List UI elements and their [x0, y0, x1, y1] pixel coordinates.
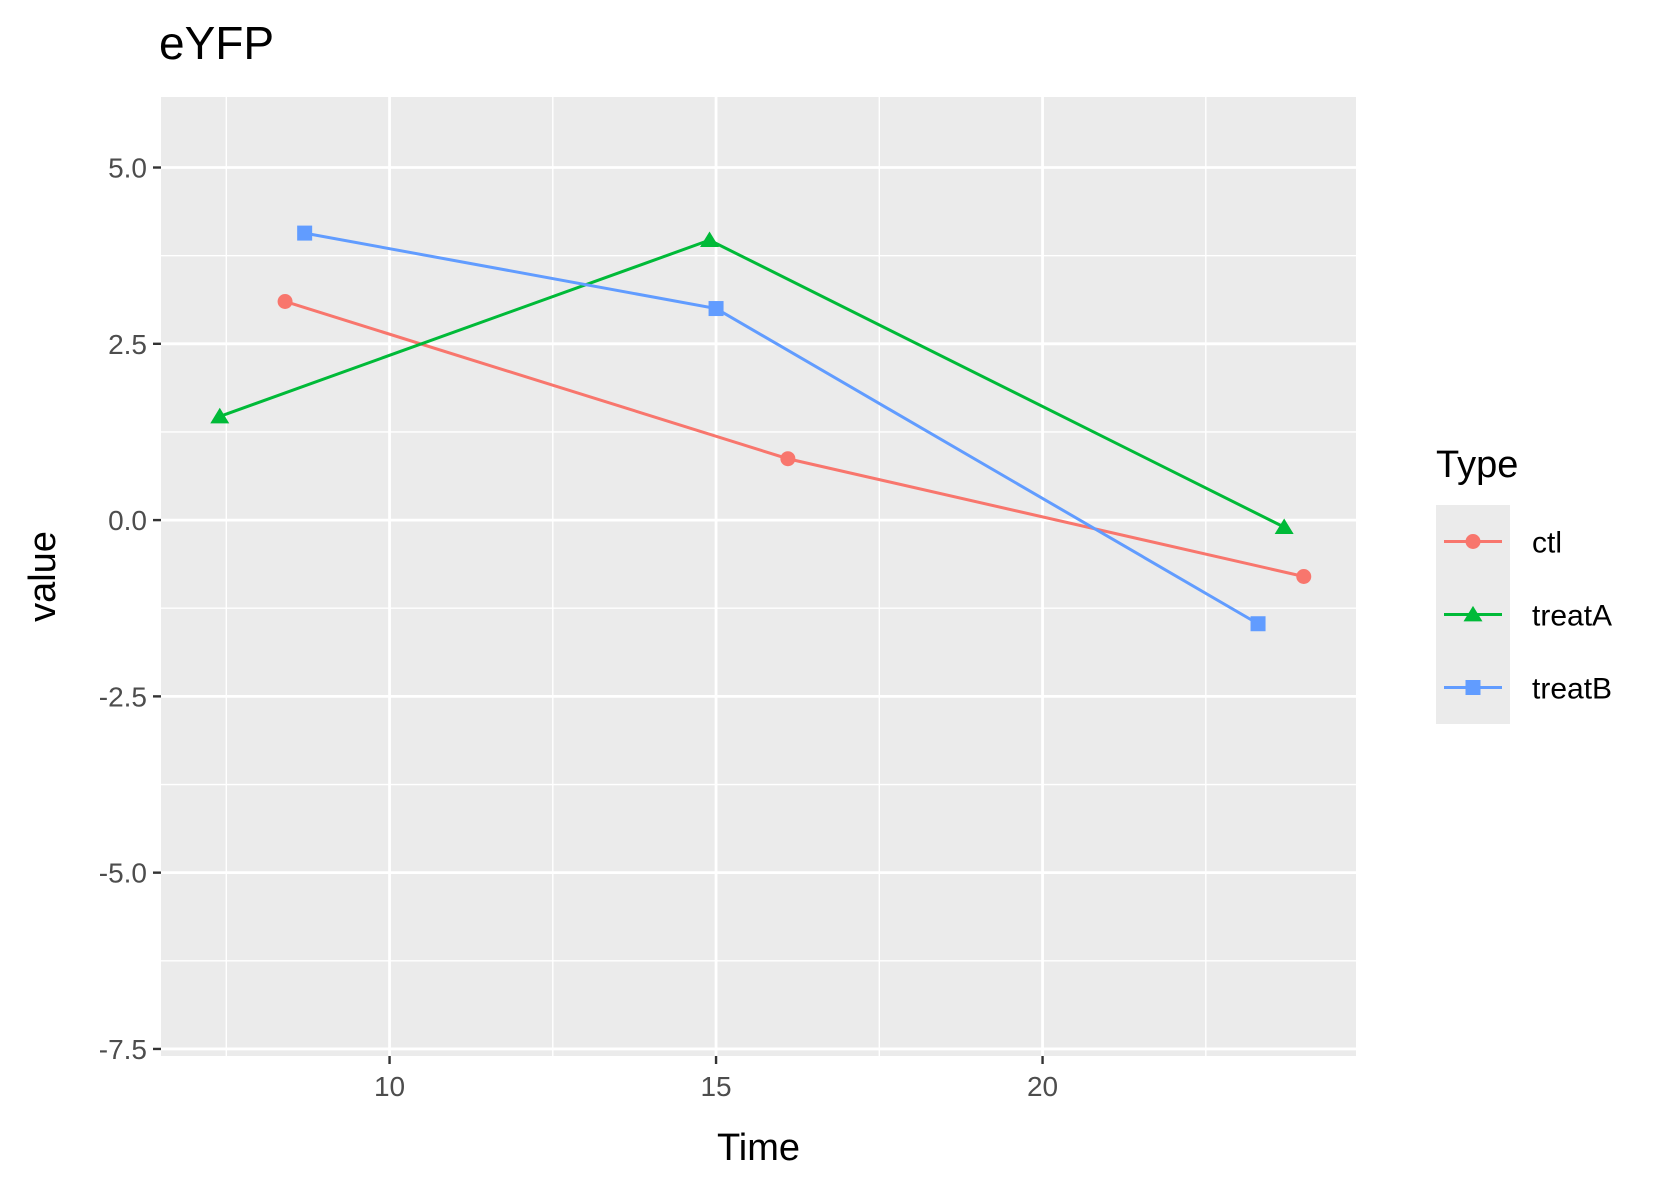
legend-key-marker-ctl	[1465, 534, 1481, 549]
y-tick-label: 2.5	[108, 329, 147, 360]
x-tick-label: 10	[374, 1071, 405, 1102]
data-point-treatA	[210, 407, 230, 424]
legend-label-ctl: ctl	[1532, 527, 1562, 560]
data-point-treatA	[700, 231, 720, 248]
y-axis-label: value	[22, 531, 64, 622]
data-point-ctl	[780, 451, 796, 467]
legend-title: Type	[1436, 444, 1518, 486]
x-tick-label: 20	[1027, 1071, 1058, 1102]
chart-title: eYFP	[159, 17, 275, 69]
data-point-treatB	[708, 301, 724, 317]
data-point-ctl	[277, 293, 293, 309]
legend-label-treatA: treatA	[1532, 600, 1612, 633]
plot-panel	[161, 97, 1356, 1056]
y-tick-label: 0.0	[108, 505, 147, 536]
data-point-treatB	[1250, 616, 1266, 632]
y-tick-label: -2.5	[99, 681, 147, 712]
data-point-ctl	[1296, 569, 1312, 584]
data-point-treatA	[1274, 518, 1294, 535]
legend-key-marker-treatB	[1465, 680, 1481, 695]
y-tick-label: 5.0	[108, 153, 147, 184]
y-tick-label: -7.5	[99, 1034, 147, 1065]
legend-key-marker-treatA	[1463, 605, 1483, 622]
x-tick-label: 15	[700, 1071, 731, 1102]
legend-label-treatB: treatB	[1532, 673, 1612, 706]
data-point-treatB	[297, 225, 313, 241]
x-axis-label: Time	[717, 1127, 800, 1169]
y-tick-label: -5.0	[99, 858, 147, 889]
